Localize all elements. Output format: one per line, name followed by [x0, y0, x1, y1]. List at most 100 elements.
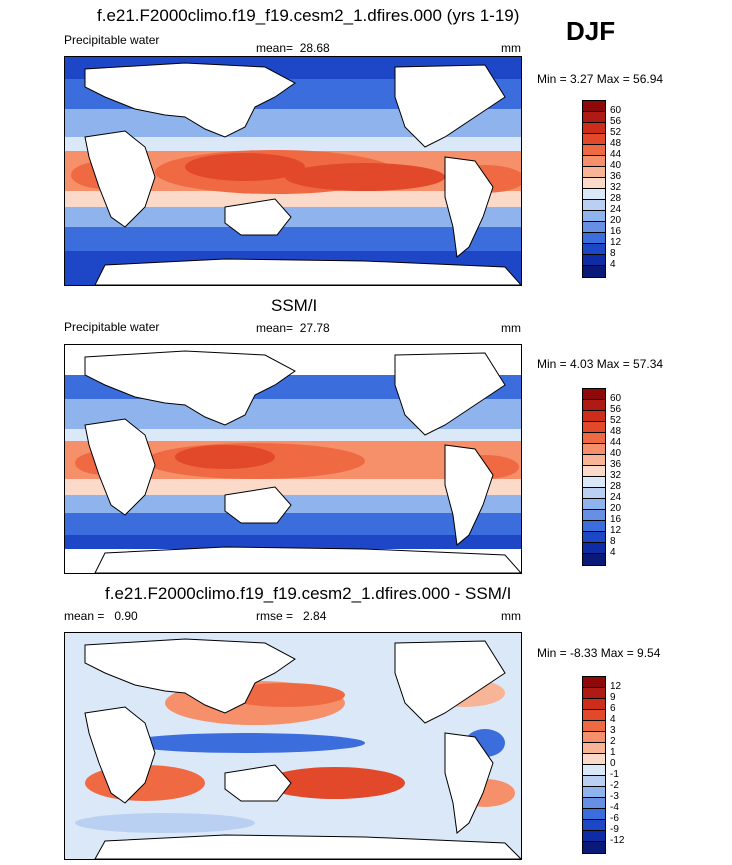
colorbar-1-swatch	[583, 222, 605, 233]
colorbar-3-tick-label: 12	[610, 681, 622, 692]
colorbar-2-tick-label: 36	[610, 459, 622, 470]
colorbar-3-tick-label: -2	[610, 780, 619, 791]
colorbar-1-swatch	[583, 123, 605, 134]
colorbar-1-tick-label: 16	[610, 226, 622, 237]
colorbar-2-swatch	[583, 532, 605, 543]
colorbar-1-swatch	[583, 156, 605, 167]
colorbar-3-swatch	[583, 688, 605, 699]
colorbar-3-tick-label: -4	[610, 802, 619, 813]
colorbar-3-swatch	[583, 699, 605, 710]
colorbar-1-tick-label: 60	[610, 105, 622, 116]
colorbar-3-swatch	[583, 787, 605, 798]
panel-2-minmax: Min = 4.03 Max = 57.34	[537, 357, 664, 371]
colorbar-3-swatch	[583, 765, 605, 776]
colorbar-3: 12 9 6 4 3 2 1 0 -1 -2 -3 -4 -6 -9 -12	[582, 676, 624, 854]
colorbar-1-swatch	[583, 167, 605, 178]
colorbar-2-tick-label: 56	[610, 404, 622, 415]
colorbar-3-swatch	[583, 732, 605, 743]
colorbar-1-swatch	[583, 101, 605, 112]
colorbar-1-swatch	[583, 211, 605, 222]
panel-2-title: SSM/I	[271, 296, 318, 315]
panel-3-map	[64, 632, 522, 860]
colorbar-2-tick-label: 20	[610, 503, 622, 514]
colorbar-1-swatch	[583, 233, 605, 244]
colorbar-2-swatch	[583, 554, 605, 565]
colorbar-2-swatch	[583, 488, 605, 499]
colorbar-1-tick-label: 24	[610, 204, 622, 215]
panel-2-variable: Precipitable water	[64, 320, 160, 334]
colorbar-3-swatch	[583, 754, 605, 765]
colorbar-1-tick-label: 32	[610, 182, 622, 193]
panel-1-mean: mean= 28.68	[256, 41, 330, 55]
colorbar-3-swatch	[583, 842, 605, 853]
colorbar-3-tick-label: -6	[610, 813, 619, 824]
colorbar-3-swatches	[582, 676, 606, 854]
colorbar-2-swatch	[583, 422, 605, 433]
colorbar-2-swatch	[583, 499, 605, 510]
colorbar-1-swatch	[583, 189, 605, 200]
panel-3-rmse: rmse = 2.84	[256, 609, 327, 623]
panel-2-map	[64, 344, 522, 574]
panel-2-mean: mean= 27.78	[256, 321, 330, 335]
panel-3-minmax: Min = -8.33 Max = 9.54	[537, 646, 661, 660]
panel-1-map	[64, 56, 522, 286]
colorbar-1-tick-label: 28	[610, 193, 622, 204]
colorbar-1-swatches	[582, 100, 606, 278]
colorbar-2-swatch	[583, 411, 605, 422]
colorbar-2-swatch	[583, 510, 605, 521]
colorbar-2-tick-label: 48	[610, 426, 622, 437]
colorbar-2-swatch	[583, 477, 605, 488]
colorbar-1-swatch	[583, 112, 605, 123]
colorbar-2-swatch	[583, 433, 605, 444]
colorbar-1-tick-label: 48	[610, 138, 622, 149]
panel-3-mean-value: 0.90	[114, 609, 138, 623]
panel-1-mean-value: 28.68	[299, 41, 330, 55]
colorbar-1: 60 56 52 48 44 40 36 32 28 24 20 16 12 8 4	[582, 100, 621, 278]
colorbar-3-tick-label: 4	[610, 714, 616, 725]
colorbar-3-tick-label: 3	[610, 725, 616, 736]
colorbar-3-tick-label: 2	[610, 736, 616, 747]
colorbar-2-tick-label: 16	[610, 514, 622, 525]
colorbar-3-swatch	[583, 831, 605, 842]
colorbar-3-swatch	[583, 809, 605, 820]
panel-2-units: mm	[501, 321, 521, 335]
panel-3-mean: mean = 0.90	[64, 609, 138, 623]
colorbar-2-swatch	[583, 389, 605, 400]
colorbar-3-tick-label: -3	[610, 791, 619, 802]
panel-1-minmax: Min = 3.27 Max = 56.94	[537, 72, 664, 86]
colorbar-1-swatch	[583, 178, 605, 189]
colorbar-2-swatch	[583, 444, 605, 455]
colorbar-2-swatch	[583, 543, 605, 554]
colorbar-3-swatch	[583, 776, 605, 787]
colorbar-3-swatch	[583, 710, 605, 721]
colorbar-3-swatch	[583, 820, 605, 831]
colorbar-3-swatch	[583, 677, 605, 688]
colorbar-3-swatch	[583, 721, 605, 732]
colorbar-1-swatch	[583, 266, 605, 277]
panel-1-units: mm	[501, 41, 521, 55]
panel-2-mean-value: 27.78	[299, 321, 330, 335]
colorbar-2-swatch	[583, 400, 605, 411]
season-label: DJF	[566, 16, 616, 46]
colorbar-1-swatch	[583, 145, 605, 156]
colorbar-1-swatch	[583, 244, 605, 255]
panel-1-variable: Precipitable water	[64, 33, 160, 47]
colorbar-2-tick-label: 60	[610, 393, 622, 404]
colorbar-2: 60 56 52 48 44 40 36 32 28 24 20 16 12 8 4	[582, 388, 621, 566]
panel-3-title: f.e21.F2000climo.f19_f19.cesm2_1.dfires.…	[105, 584, 512, 603]
panel-1-title: f.e21.F2000climo.f19_f19.cesm2_1.dfires.…	[97, 6, 520, 25]
colorbar-2-tick-label: 8	[610, 536, 616, 547]
colorbar-1-swatch	[583, 134, 605, 145]
colorbar-1-tick-label: 44	[610, 149, 622, 160]
colorbar-2-tick-label: 4	[610, 547, 616, 558]
colorbar-1-swatch	[583, 200, 605, 211]
colorbar-1-tick-label: 56	[610, 116, 622, 127]
colorbar-1-tick-label: 8	[610, 248, 616, 259]
colorbar-3-tick-label: 1	[610, 747, 616, 758]
colorbar-1-tick-label: 20	[610, 215, 622, 226]
colorbar-3-tick-label: 9	[610, 692, 616, 703]
panel-3-rmse-value: 2.84	[303, 609, 327, 623]
colorbar-2-tick-label: 24	[610, 492, 622, 503]
colorbar-2-tick-label: 44	[610, 437, 622, 448]
colorbar-2-swatch	[583, 521, 605, 532]
